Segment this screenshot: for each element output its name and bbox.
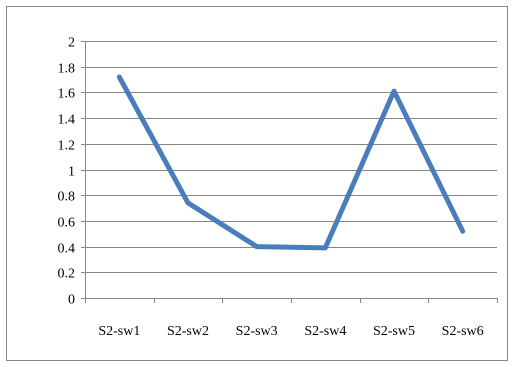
- series-layer: [116, 74, 466, 251]
- y-tick-label: 0: [68, 293, 75, 308]
- y-tick-label: 0.8: [58, 190, 76, 205]
- x-tick-label: S2-sw3: [236, 324, 278, 339]
- y-tick-label: 1.8: [58, 62, 76, 77]
- y-tick-label: 1.6: [58, 87, 76, 102]
- axes: [81, 41, 498, 303]
- x-tick-label: S2-sw6: [442, 324, 484, 339]
- y-tick-label: 1.4: [58, 113, 76, 128]
- x-tick-label: S2-sw4: [304, 324, 346, 339]
- y-tick-labels: 0 0.2 0.4 0.6 0.8 1 1.2 1.4 1.6 1.8 2: [58, 36, 76, 308]
- series-line: [116, 74, 466, 251]
- x-tick-label: S2-sw2: [167, 324, 209, 339]
- chart-border: [6, 6, 508, 361]
- y-tick-label: 2: [68, 36, 75, 51]
- y-tick-label: 0.6: [58, 216, 76, 231]
- x-tick-labels: S2-sw1 S2-sw2 S2-sw3 S2-sw4 S2-sw5 S2-sw6: [98, 324, 483, 339]
- y-tick-label: 0.2: [58, 267, 76, 282]
- y-tick-label: 0.4: [58, 242, 76, 257]
- y-tick-label: 1: [68, 165, 75, 180]
- x-tick-label: S2-sw1: [98, 324, 140, 339]
- x-tick-label: S2-sw5: [373, 324, 415, 339]
- y-tick-label: 1.2: [58, 139, 76, 154]
